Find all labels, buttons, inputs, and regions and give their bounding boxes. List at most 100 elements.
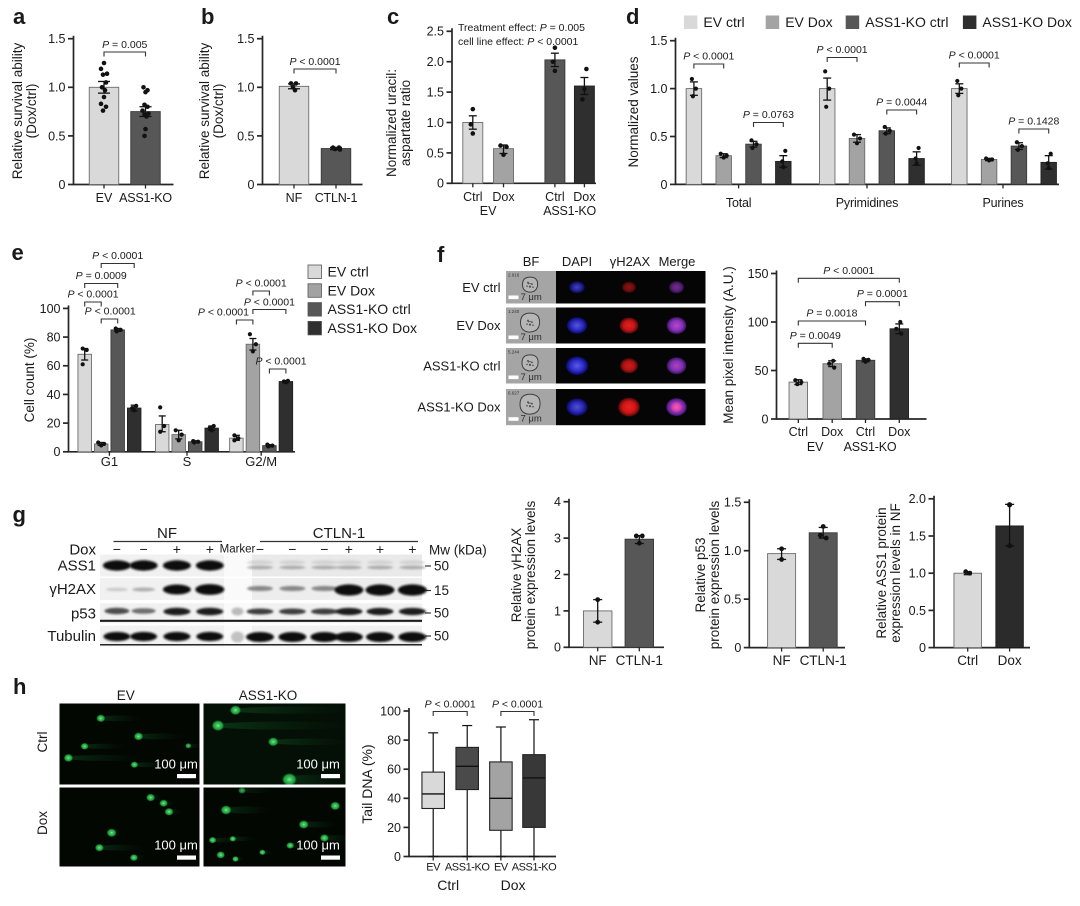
svg-text:Ctrl: Ctrl <box>545 190 564 204</box>
svg-text:P < 0.0001: P < 0.0001 <box>198 307 249 319</box>
svg-text:1.5: 1.5 <box>909 529 926 543</box>
svg-text:P = 0.0009: P = 0.0009 <box>76 270 127 282</box>
svg-text:0: 0 <box>394 850 401 864</box>
svg-text:P = 0.0018: P = 0.0018 <box>806 308 857 320</box>
svg-text:+: + <box>376 541 384 557</box>
svg-text:h: h <box>13 674 26 699</box>
svg-text:1.0: 1.0 <box>909 567 926 581</box>
svg-text:P = 0.0049: P = 0.0049 <box>790 330 841 342</box>
svg-text:7 μm: 7 μm <box>521 372 542 383</box>
svg-text:ASS1-KO: ASS1-KO <box>119 191 172 205</box>
svg-text:Cell count (%): Cell count (%) <box>22 338 37 423</box>
svg-text:ASS1-KO: ASS1-KO <box>445 862 490 874</box>
svg-text:100 μm: 100 μm <box>154 757 198 772</box>
svg-text:+: + <box>345 541 353 557</box>
svg-text:0: 0 <box>54 445 61 459</box>
svg-text:1.0: 1.0 <box>48 81 65 95</box>
svg-text:aspartate ratio: aspartate ratio <box>398 80 413 166</box>
svg-text:EV: EV <box>480 204 497 218</box>
svg-text:Mean pixel intensity (A.U.): Mean pixel intensity (A.U.) <box>721 266 736 424</box>
svg-text:150: 150 <box>748 267 769 281</box>
svg-text:60: 60 <box>387 763 401 777</box>
svg-text:ASS1-KO ctrl: ASS1-KO ctrl <box>423 358 500 373</box>
svg-text:60: 60 <box>47 359 61 373</box>
svg-text:S: S <box>183 454 192 469</box>
svg-text:P = 0.0763: P = 0.0763 <box>743 109 794 121</box>
svg-text:1: 1 <box>554 604 561 618</box>
svg-text:g: g <box>13 502 26 527</box>
svg-text:Merge: Merge <box>659 254 696 269</box>
svg-text:Dox: Dox <box>35 811 50 835</box>
svg-text:Relative survival ability: Relative survival ability <box>10 42 25 179</box>
svg-text:P < 0.0001: P < 0.0001 <box>289 56 340 68</box>
svg-text:Relative ASS1 protein: Relative ASS1 protein <box>874 507 889 638</box>
svg-text:Dox: Dox <box>501 877 526 893</box>
svg-text:NF: NF <box>157 525 177 542</box>
svg-text:2.0: 2.0 <box>427 55 444 69</box>
svg-text:0: 0 <box>919 641 926 655</box>
svg-text:1.240: 1.240 <box>508 309 520 314</box>
svg-text:−: − <box>320 541 328 557</box>
svg-text:5.244: 5.244 <box>508 350 520 355</box>
svg-text:CTLN-1: CTLN-1 <box>800 653 847 668</box>
svg-text:1.5: 1.5 <box>427 85 444 99</box>
svg-text:P < 0.0001: P < 0.0001 <box>244 297 295 309</box>
svg-text:ASS1-KO Dox: ASS1-KO Dox <box>417 400 501 415</box>
svg-text:50: 50 <box>434 559 449 574</box>
svg-text:(Dox/ctrl): (Dox/ctrl) <box>211 84 226 139</box>
svg-text:100 μm: 100 μm <box>296 838 340 853</box>
svg-text:50: 50 <box>434 629 449 644</box>
svg-text:1.0: 1.0 <box>724 544 741 558</box>
svg-text:b: b <box>201 4 214 29</box>
svg-text:100: 100 <box>748 315 769 329</box>
svg-text:a: a <box>13 4 26 29</box>
svg-text:+: + <box>173 541 181 557</box>
svg-text:(Dox/ctrl): (Dox/ctrl) <box>24 84 39 139</box>
svg-text:cell line effect: P < 0.0001: cell line effect: P < 0.0001 <box>458 36 579 48</box>
svg-text:0.5: 0.5 <box>650 130 667 144</box>
svg-text:Relative p53: Relative p53 <box>693 537 708 612</box>
svg-text:γH2AX: γH2AX <box>49 581 96 598</box>
svg-text:50: 50 <box>755 364 769 378</box>
svg-text:7 μm: 7 μm <box>521 292 542 303</box>
svg-text:−: − <box>140 541 148 557</box>
svg-text:P < 0.0001: P < 0.0001 <box>949 50 1000 62</box>
svg-text:ASS1-KO Dox: ASS1-KO Dox <box>982 14 1071 30</box>
svg-text:1.5: 1.5 <box>724 496 741 510</box>
svg-text:P < 0.0001: P < 0.0001 <box>236 278 287 290</box>
svg-text:2.5: 2.5 <box>427 25 444 39</box>
svg-text:P = 0.0001: P = 0.0001 <box>857 288 908 300</box>
svg-text:G1: G1 <box>101 454 118 469</box>
svg-text:ASS1-KO Dox: ASS1-KO Dox <box>328 320 417 336</box>
svg-text:80: 80 <box>387 733 401 747</box>
svg-text:0.5: 0.5 <box>237 129 254 143</box>
svg-text:0: 0 <box>248 178 255 192</box>
svg-text:Dox: Dox <box>821 425 844 439</box>
svg-text:2.916: 2.916 <box>508 273 520 278</box>
svg-text:DAPI: DAPI <box>562 254 592 269</box>
svg-text:Dox: Dox <box>69 542 96 559</box>
svg-text:Relative γH2AX: Relative γH2AX <box>509 528 524 623</box>
svg-text:P = 0.0044: P = 0.0044 <box>876 97 927 109</box>
svg-text:0.5: 0.5 <box>909 604 926 618</box>
svg-text:P < 0.0001: P < 0.0001 <box>817 44 868 56</box>
svg-text:γH2AX: γH2AX <box>610 254 651 269</box>
svg-text:Purines: Purines <box>983 196 1024 210</box>
svg-text:2: 2 <box>554 568 561 582</box>
svg-text:Mw (kDa): Mw (kDa) <box>429 543 487 558</box>
svg-text:1.0: 1.0 <box>427 116 444 130</box>
svg-text:EV: EV <box>494 862 509 874</box>
svg-text:20: 20 <box>387 821 401 835</box>
svg-text:0: 0 <box>554 641 561 655</box>
svg-text:P = 0.1428: P = 0.1428 <box>1008 116 1059 128</box>
svg-text:Normalized values: Normalized values <box>626 56 641 167</box>
svg-text:+: + <box>408 541 416 557</box>
svg-text:G2/M: G2/M <box>245 454 277 469</box>
svg-text:6.627: 6.627 <box>508 391 520 396</box>
svg-text:−: − <box>113 541 121 557</box>
svg-text:c: c <box>387 4 399 29</box>
svg-text:Ctrl: Ctrl <box>463 190 482 204</box>
svg-text:Dox: Dox <box>492 190 515 204</box>
svg-text:Normalized uracil:: Normalized uracil: <box>384 69 399 177</box>
svg-text:Ctrl: Ctrl <box>437 877 459 893</box>
